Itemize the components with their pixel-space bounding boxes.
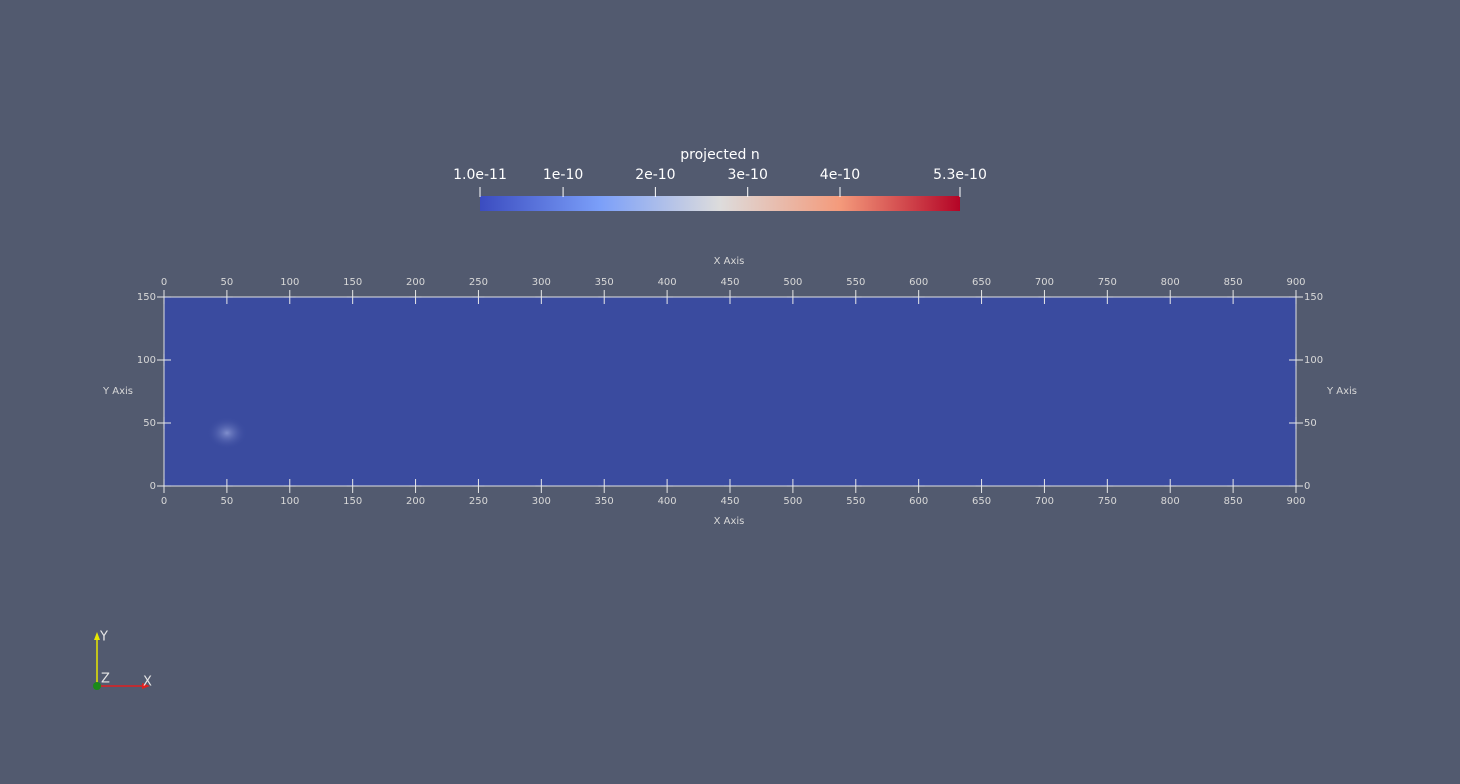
x-tick-label-bottom: 550 bbox=[846, 496, 865, 507]
domain-surface bbox=[163, 296, 1297, 487]
y-tick-label-right: 150 bbox=[1304, 292, 1323, 303]
x-tick-label-bottom: 50 bbox=[221, 496, 234, 507]
x-tick-label-top: 750 bbox=[1098, 277, 1117, 288]
y-tick-label-right: 100 bbox=[1304, 355, 1323, 366]
color-bar-tick-label: 3e-10 bbox=[727, 167, 767, 183]
density-peak bbox=[207, 417, 247, 449]
color-bar-tick-label: 2e-10 bbox=[635, 167, 675, 183]
x-tick-label-top: 300 bbox=[532, 277, 551, 288]
x-tick-label-bottom: 650 bbox=[972, 496, 991, 507]
x-tick-label-top: 400 bbox=[658, 277, 677, 288]
x-tick-label-top: 650 bbox=[972, 277, 991, 288]
x-tick-label-bottom: 900 bbox=[1286, 496, 1305, 507]
x-tick-label-bottom: 600 bbox=[909, 496, 928, 507]
x-tick-label-bottom: 250 bbox=[469, 496, 488, 507]
x-arrow-head bbox=[142, 683, 150, 689]
x-tick-label-top: 0 bbox=[161, 277, 167, 288]
x-tick-label-bottom: 800 bbox=[1161, 496, 1180, 507]
y-arrow-head bbox=[94, 632, 100, 640]
orientation-axes: Y X Z bbox=[93, 630, 152, 690]
x-tick-label-bottom: 450 bbox=[720, 496, 739, 507]
x-tick-label-bottom: 150 bbox=[343, 496, 362, 507]
x-tick-label-top: 800 bbox=[1161, 277, 1180, 288]
x-tick-label-top: 700 bbox=[1035, 277, 1054, 288]
x-tick-label-bottom: 750 bbox=[1098, 496, 1117, 507]
x-tick-label-top: 550 bbox=[846, 277, 865, 288]
color-bar-tick-label: 4e-10 bbox=[820, 167, 860, 183]
color-bar-tick-label: 1.0e-11 bbox=[453, 167, 507, 183]
x-tick-label-top: 150 bbox=[343, 277, 362, 288]
y-tick-label-left: 0 bbox=[150, 481, 156, 492]
y-tick-label-left: 150 bbox=[137, 292, 156, 303]
x-tick-label-bottom: 400 bbox=[658, 496, 677, 507]
x-tick-label-bottom: 200 bbox=[406, 496, 425, 507]
x-axis-title-top: X Axis bbox=[714, 256, 745, 267]
x-tick-label-top: 850 bbox=[1224, 277, 1243, 288]
x-axis-title-bottom: X Axis bbox=[714, 516, 745, 527]
color-bar-title: projected n bbox=[680, 147, 759, 163]
y-axis-letter: Y bbox=[99, 630, 108, 645]
x-tick-label-top: 250 bbox=[469, 277, 488, 288]
x-tick-label-top: 450 bbox=[720, 277, 739, 288]
color-bar-tick-label: 1e-10 bbox=[543, 167, 583, 183]
x-tick-label-bottom: 100 bbox=[280, 496, 299, 507]
y-tick-label-right: 50 bbox=[1304, 418, 1317, 429]
x-tick-label-top: 500 bbox=[783, 277, 802, 288]
z-axis-letter: Z bbox=[101, 672, 110, 687]
x-tick-label-top: 900 bbox=[1286, 277, 1305, 288]
x-tick-label-bottom: 850 bbox=[1224, 496, 1243, 507]
x-tick-label-top: 600 bbox=[909, 277, 928, 288]
y-tick-label-right: 0 bbox=[1304, 481, 1310, 492]
x-tick-label-top: 100 bbox=[280, 277, 299, 288]
y-axis-title-right: Y Axis bbox=[1326, 386, 1357, 397]
y-tick-label-left: 100 bbox=[137, 355, 156, 366]
x-tick-label-bottom: 700 bbox=[1035, 496, 1054, 507]
color-bar bbox=[480, 196, 960, 211]
y-tick-label-left: 50 bbox=[143, 418, 156, 429]
x-tick-label-bottom: 350 bbox=[595, 496, 614, 507]
x-tick-label-bottom: 0 bbox=[161, 496, 167, 507]
x-tick-label-top: 200 bbox=[406, 277, 425, 288]
x-tick-label-top: 350 bbox=[595, 277, 614, 288]
z-arrow bbox=[93, 682, 101, 690]
color-bar-tick-label: 5.3e-10 bbox=[933, 167, 987, 183]
x-tick-label-bottom: 300 bbox=[532, 496, 551, 507]
x-axis-letter: X bbox=[143, 675, 152, 690]
x-tick-label-top: 50 bbox=[221, 277, 234, 288]
x-tick-label-bottom: 500 bbox=[783, 496, 802, 507]
y-axis-title-left: Y Axis bbox=[102, 386, 133, 397]
